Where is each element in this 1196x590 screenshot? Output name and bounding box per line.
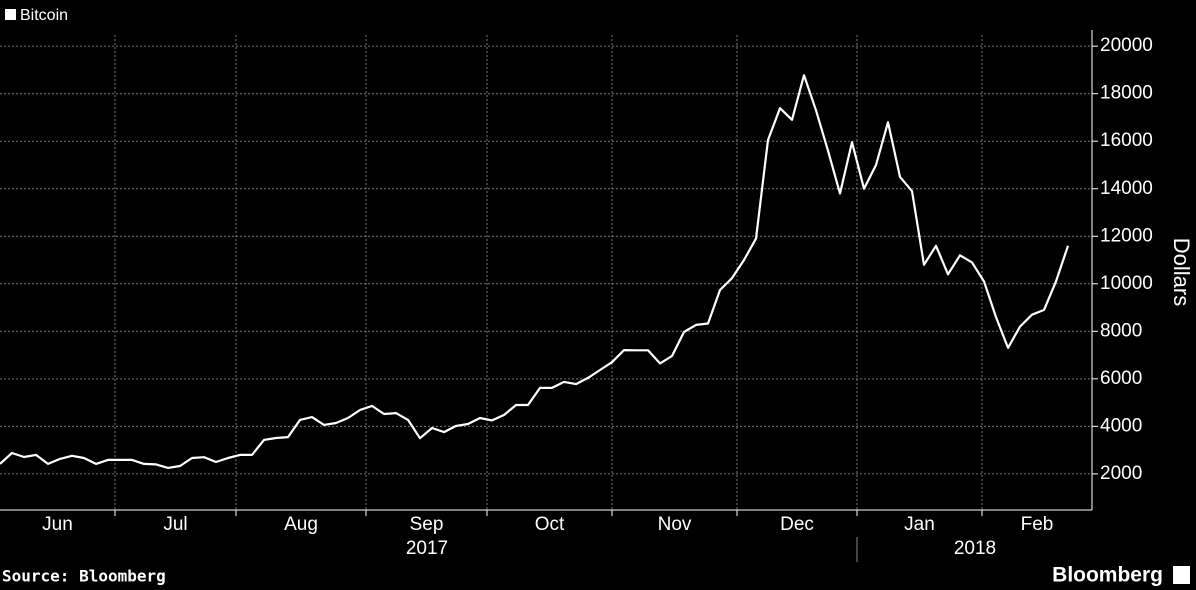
x-tick-label: Jun bbox=[42, 514, 73, 535]
line bbox=[0, 74, 1070, 469]
year-label: 2017 bbox=[406, 538, 448, 559]
x-tick-label: Nov bbox=[658, 514, 692, 535]
x-tick-label: Feb bbox=[1021, 514, 1054, 535]
y-tick-label: 20000 bbox=[1100, 35, 1153, 56]
brand: Bloomberg bbox=[1052, 564, 1163, 587]
brand-icon bbox=[1173, 566, 1190, 584]
y-tick-label: 10000 bbox=[1100, 273, 1153, 294]
year-label: 2018 bbox=[954, 538, 996, 559]
y-tick-label: 14000 bbox=[1100, 178, 1153, 199]
y-tick-label: 6000 bbox=[1100, 368, 1142, 389]
y-tick-label: 12000 bbox=[1100, 225, 1153, 246]
x-tick-label: Oct bbox=[535, 514, 565, 535]
x-tick-label: Dec bbox=[780, 514, 814, 535]
x-tick-label: Jan bbox=[904, 514, 935, 535]
y-tick-label: 16000 bbox=[1100, 130, 1153, 151]
y-tick-label: 8000 bbox=[1100, 320, 1142, 341]
x-tick-label: Sep bbox=[410, 514, 444, 535]
source: Source: Bloomberg bbox=[2, 567, 166, 586]
x-tick-label: Jul bbox=[163, 514, 187, 535]
y-tick-label: 18000 bbox=[1100, 83, 1153, 104]
legend-swatch bbox=[5, 9, 16, 20]
y-axis-label: Dollars bbox=[1169, 238, 1194, 306]
x-tick-label: Aug bbox=[284, 514, 318, 535]
legend-label: Bitcoin bbox=[20, 7, 68, 24]
y-tick-label: 2000 bbox=[1100, 463, 1142, 484]
y-tick-label: 4000 bbox=[1100, 415, 1142, 436]
